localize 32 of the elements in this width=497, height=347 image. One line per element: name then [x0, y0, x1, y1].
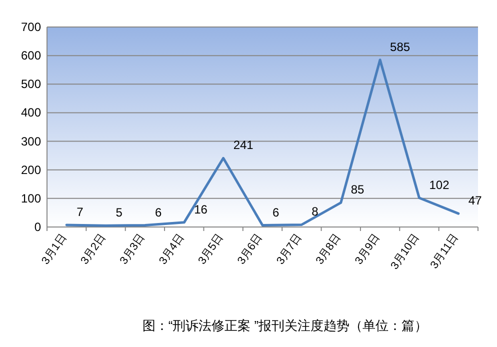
- data-label: 585: [390, 40, 410, 54]
- x-tick-label: 3月7日: [274, 232, 304, 267]
- y-tick-label: 700: [20, 20, 42, 34]
- x-tick-label: 3月1日: [40, 232, 70, 267]
- data-label: 16: [194, 202, 208, 216]
- x-tick-label: 3月10日: [388, 232, 422, 272]
- data-label: 8: [312, 204, 319, 219]
- x-tick-label: 3月5日: [196, 232, 226, 267]
- y-tick-label: 600: [20, 48, 42, 63]
- line-series: [65, 58, 460, 227]
- data-label: 6: [272, 205, 280, 220]
- x-tick-label: 3月8日: [314, 232, 344, 267]
- y-tick-label: 400: [20, 106, 42, 120]
- text: 图：“刑诉法修正案 ”报刊关注度趋势（单位：篇）: [142, 318, 428, 333]
- data-label: 102: [429, 178, 450, 192]
- x-tick-label: 3月4日: [157, 232, 187, 267]
- y-tick-label: 500: [20, 77, 42, 92]
- data-label: 7: [76, 205, 84, 219]
- y-tick-label: 200: [20, 162, 42, 177]
- y-tick-label: 300: [20, 134, 42, 148]
- x-tick-label: 3月9日: [353, 232, 383, 267]
- x-tick-label: 3月3日: [118, 232, 148, 267]
- y-tick-label: 0: [34, 220, 42, 234]
- data-label: 47: [468, 194, 482, 208]
- x-tick-label: 3月6日: [235, 232, 265, 267]
- data-label: 85: [350, 182, 365, 197]
- x-tick-label: 3月11日: [428, 232, 461, 272]
- data-label: 241: [233, 138, 254, 152]
- y-tick-label: 100: [20, 191, 42, 206]
- data-label: 5: [116, 206, 123, 220]
- x-tick-label: 3月2日: [78, 232, 108, 267]
- data-label: 6: [154, 205, 162, 220]
